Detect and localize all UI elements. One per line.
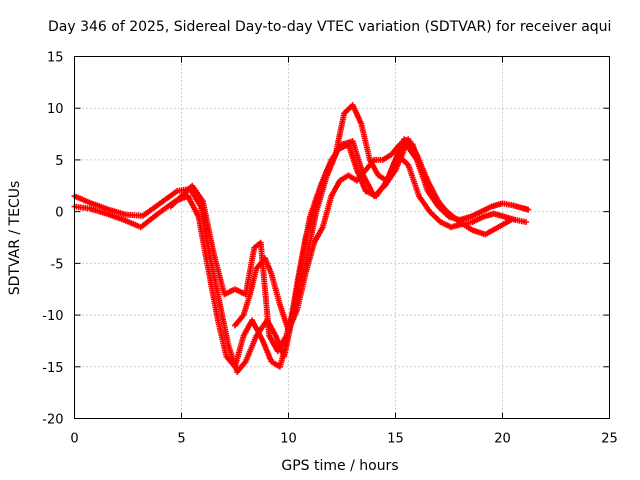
x-tick-label: 15 xyxy=(387,432,404,447)
x-tick-label: 5 xyxy=(177,432,185,447)
series-markers-track-4 xyxy=(232,136,442,334)
y-tick-label: -20 xyxy=(42,413,63,428)
y-tick-label: 0 xyxy=(55,206,63,221)
y-tick-label: -15 xyxy=(42,361,63,376)
x-tick-label: 20 xyxy=(494,432,511,447)
x-tick-label: 10 xyxy=(280,432,297,447)
y-tick-label: -5 xyxy=(51,257,64,272)
y-axis: -20 -15 -10 -5 0 5 10 15 xyxy=(42,51,610,428)
y-axis-title: SDTVAR / TECUs xyxy=(7,181,23,296)
plot-frame xyxy=(74,56,610,419)
y-tick-label: 10 xyxy=(47,102,64,117)
chart-title: Day 346 of 2025, Sidereal Day-to-day VTE… xyxy=(48,19,611,35)
x-tick-label: 25 xyxy=(601,432,618,447)
y-tick-label: 5 xyxy=(55,154,63,169)
x-tick-label: 0 xyxy=(70,432,78,447)
grid-lines xyxy=(74,56,610,419)
x-axis: 0 5 10 15 20 25 xyxy=(70,56,618,447)
y-tick-label: -10 xyxy=(42,309,63,324)
y-tick-label: 15 xyxy=(47,51,64,66)
x-axis-title: GPS time / hours xyxy=(281,458,398,474)
